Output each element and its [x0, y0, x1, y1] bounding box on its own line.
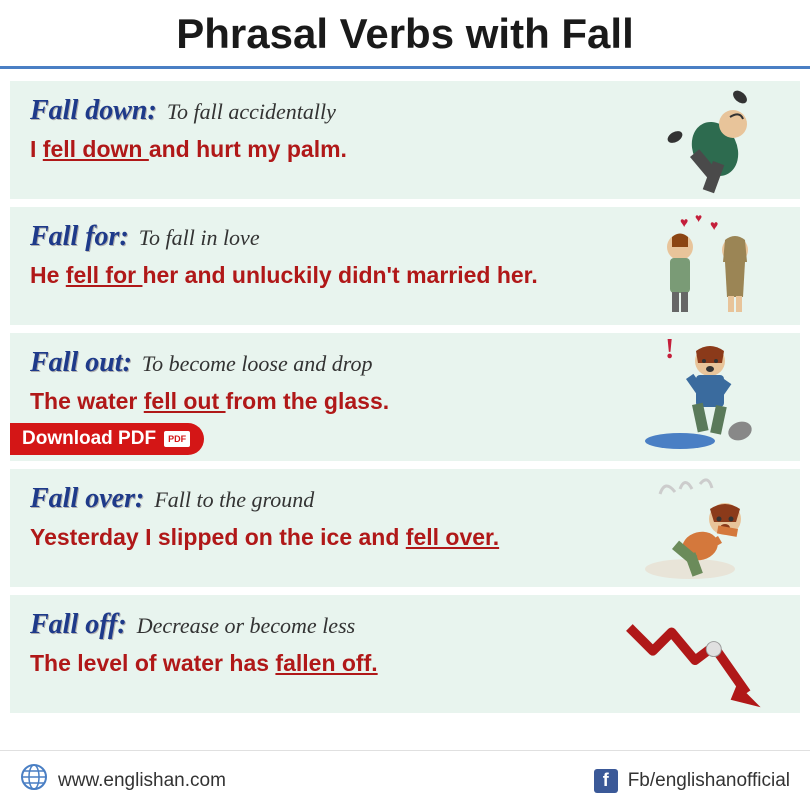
definition: Decrease or become less	[137, 613, 356, 638]
entry-fall-for: Fall for: To fall in love He fell for he…	[10, 207, 800, 325]
svg-text:!: !	[665, 334, 674, 365]
definition: To fall in love	[139, 225, 260, 250]
pdf-icon: PDF	[164, 431, 190, 447]
website-section: www.englishan.com	[20, 763, 226, 798]
download-pdf-button[interactable]: Download PDF PDF	[10, 423, 204, 455]
facebook-handle[interactable]: Fb/englishanofficial	[628, 770, 790, 792]
couple-in-love-illustration: ♥ ♥ ♥	[630, 212, 780, 322]
entries-list: Fall down: To fall accidentally I fell d…	[0, 69, 810, 750]
term: Fall over:	[30, 483, 144, 514]
svg-text:♥: ♥	[680, 216, 688, 231]
globe-icon	[20, 763, 48, 798]
entry-fall-off: Fall off: Decrease or become less The le…	[10, 595, 800, 713]
download-label: Download PDF	[22, 428, 156, 450]
footer: www.englishan.com f Fb/englishanofficial	[0, 750, 810, 810]
facebook-section: f Fb/englishanofficial	[594, 769, 790, 793]
header: Phrasal Verbs with Fall	[0, 0, 810, 69]
term: Fall for:	[30, 221, 129, 252]
term: Fall out:	[30, 347, 132, 378]
definition: Fall to the ground	[154, 487, 314, 512]
facebook-icon: f	[594, 769, 618, 793]
entry-fall-down: Fall down: To fall accidentally I fell d…	[10, 81, 800, 199]
entry-fall-over: Fall over: Fall to the ground Yesterday …	[10, 469, 800, 587]
declining-arrow-illustration	[620, 610, 770, 720]
page-title: Phrasal Verbs with Fall	[20, 10, 790, 58]
boy-slipping-illustration	[630, 474, 780, 584]
entry-fall-out: Fall out: To become loose and drop The w…	[10, 333, 800, 461]
term: Fall off:	[30, 609, 127, 640]
website-url[interactable]: www.englishan.com	[58, 770, 226, 792]
term: Fall down:	[30, 95, 157, 126]
svg-text:♥: ♥	[695, 212, 702, 225]
definition: To become loose and drop	[142, 351, 373, 376]
definition: To fall accidentally	[167, 99, 336, 124]
falling-person-illustration	[630, 86, 780, 196]
svg-text:♥: ♥	[710, 219, 718, 234]
boy-spilled-water-illustration: !	[630, 338, 780, 448]
